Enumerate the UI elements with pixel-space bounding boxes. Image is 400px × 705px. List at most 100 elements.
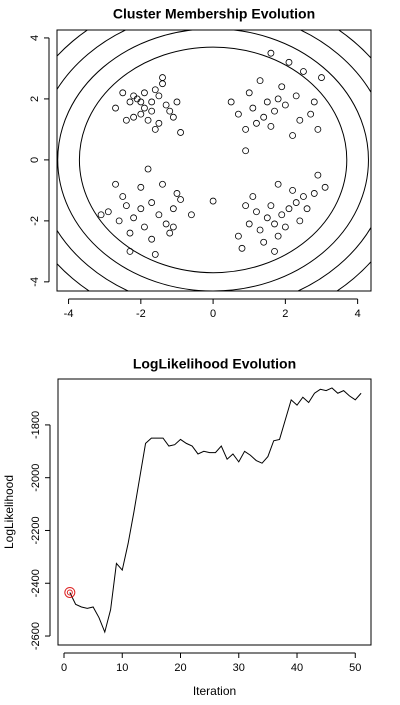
- point: [238, 244, 246, 252]
- point: [303, 205, 311, 213]
- point: [144, 116, 152, 124]
- point: [122, 202, 130, 210]
- point: [310, 190, 318, 197]
- point: [267, 202, 275, 210]
- x-tick-label: 40: [291, 662, 303, 674]
- point: [166, 107, 174, 115]
- point: [159, 80, 166, 88]
- x-tick-label: 50: [349, 662, 361, 674]
- point: [249, 104, 257, 112]
- x-tick-label: 2: [282, 308, 288, 320]
- x-tick-label: -4: [64, 308, 74, 320]
- point: [227, 98, 235, 106]
- point: [285, 205, 293, 213]
- point: [285, 58, 293, 66]
- contour: [57, 30, 371, 291]
- y-axis-label: LogLikelihood: [2, 475, 16, 549]
- point: [234, 110, 242, 118]
- chart-title: LogLikelihood Evolution: [133, 356, 296, 372]
- point: [242, 147, 250, 155]
- point: [141, 89, 148, 97]
- point: [292, 92, 300, 100]
- point: [144, 165, 152, 173]
- point: [130, 214, 138, 222]
- point: [141, 223, 148, 231]
- point: [267, 122, 275, 130]
- point: [166, 229, 174, 237]
- contour: [57, 30, 371, 291]
- point: [253, 119, 260, 127]
- point: [169, 223, 177, 231]
- point: [209, 197, 217, 205]
- point: [173, 98, 181, 106]
- point: [314, 125, 322, 133]
- y-tick-label: -2: [29, 216, 41, 226]
- point: [97, 211, 105, 219]
- point: [141, 104, 148, 112]
- point: [271, 247, 278, 255]
- point: [148, 199, 156, 206]
- point: [162, 101, 170, 109]
- point: [296, 116, 304, 124]
- point: [151, 86, 159, 94]
- point: [300, 68, 307, 75]
- point: [112, 104, 119, 112]
- x-tick-label: -2: [136, 308, 146, 320]
- chart-title: Cluster Membership Evolution: [113, 6, 315, 22]
- point: [173, 190, 181, 197]
- point: [126, 229, 134, 237]
- x-tick-label: 10: [116, 662, 128, 674]
- contour: [57, 30, 369, 291]
- point: [137, 110, 145, 118]
- point: [245, 89, 253, 97]
- x-tick-label: 0: [61, 662, 67, 674]
- y-tick-label: 2: [29, 96, 41, 102]
- point: [148, 107, 156, 115]
- point: [274, 232, 282, 240]
- point: [310, 98, 318, 106]
- point: [137, 98, 145, 106]
- point: [151, 125, 159, 133]
- point: [256, 226, 264, 234]
- y-tick-label: -4: [29, 277, 41, 287]
- point: [263, 214, 271, 222]
- plot-area: [57, 30, 371, 291]
- x-tick-label: 4: [355, 308, 361, 320]
- point: [300, 193, 307, 200]
- point: [159, 180, 166, 188]
- point: [115, 217, 123, 225]
- point: [271, 220, 278, 228]
- point: [148, 98, 156, 106]
- point: [104, 208, 112, 216]
- y-tick-label: 4: [29, 35, 41, 41]
- point: [242, 125, 250, 133]
- highlight-point: [64, 586, 76, 598]
- y-tick-label: -2200: [30, 516, 42, 544]
- point: [281, 101, 289, 109]
- point: [242, 202, 250, 210]
- point: [245, 220, 253, 228]
- plot-box: [57, 378, 372, 646]
- y-tick-label: 0: [29, 157, 41, 163]
- point: [122, 116, 130, 124]
- y-tick-label: -2000: [30, 464, 42, 492]
- point: [162, 220, 170, 228]
- point: [314, 171, 322, 179]
- point: [133, 95, 141, 103]
- point: [289, 132, 296, 139]
- point: [155, 119, 163, 127]
- point: [137, 205, 145, 213]
- point: [119, 193, 127, 200]
- point: [169, 113, 177, 121]
- point: [137, 183, 145, 191]
- point: [148, 235, 156, 243]
- point: [281, 223, 289, 231]
- point: [271, 107, 278, 115]
- point: [263, 98, 271, 106]
- point: [155, 211, 163, 219]
- highlight-point: [66, 589, 73, 596]
- point: [119, 89, 127, 97]
- point: [274, 180, 282, 188]
- point: [234, 232, 242, 240]
